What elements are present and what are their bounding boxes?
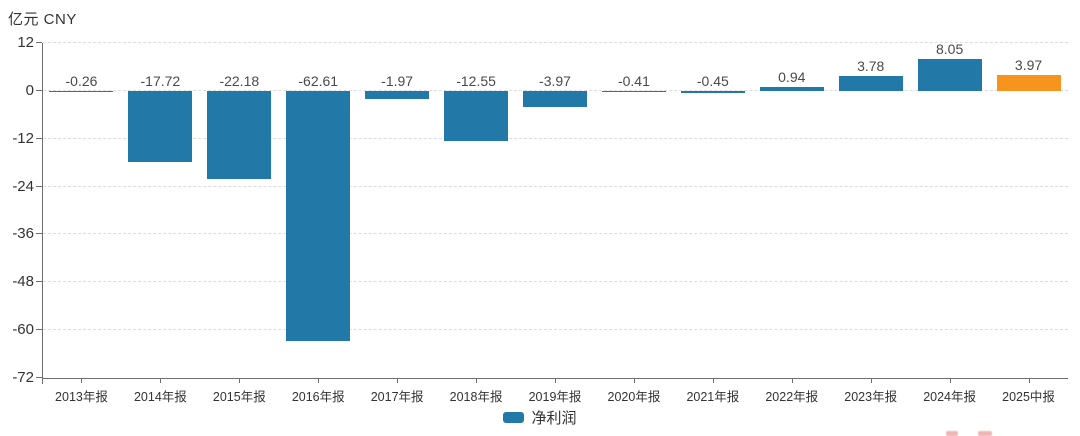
x-axis-label: 2015年报 — [212, 390, 266, 404]
x-axis-label: 2025中报 — [1002, 390, 1055, 404]
bar-2015年报[interactable] — [207, 90, 272, 180]
gridline — [43, 89, 1068, 91]
bar-value-label: 3.78 — [857, 57, 885, 74]
y-axis-tick-label: -60 — [12, 321, 34, 339]
bar-2020年报[interactable] — [601, 90, 666, 93]
y-axis — [42, 43, 43, 384]
bar-2021年报[interactable] — [680, 90, 745, 93]
x-axis-label: 2024年报 — [923, 390, 977, 404]
x-axis-tick — [81, 378, 83, 383]
x-axis-label: 2021年报 — [686, 390, 740, 404]
bar-value-label: 0.94 — [778, 69, 806, 86]
bar-value-label: 3.97 — [1014, 57, 1043, 74]
gridline — [43, 233, 1068, 235]
y-axis-tick — [36, 233, 42, 235]
x-axis-label: 2013年报 — [55, 390, 108, 404]
gridline — [43, 42, 1068, 43]
y-axis-tick-label: 12 — [17, 34, 34, 51]
y-axis-tick-label: -24 — [12, 177, 34, 195]
x-axis-label: 2018年报 — [449, 390, 503, 404]
bar-2018年报[interactable] — [444, 90, 509, 141]
gridline — [43, 185, 1068, 187]
bar-value-label: -3.97 — [539, 72, 571, 89]
x-axis-label: 2014年报 — [133, 390, 187, 404]
x-axis-tick — [949, 378, 951, 383]
gridline — [43, 137, 1068, 139]
x-axis-label: 2019年报 — [528, 390, 582, 404]
legend[interactable]: 净利润 — [0, 407, 1080, 428]
y-axis-tick — [36, 42, 42, 43]
x-axis-tick — [160, 378, 162, 383]
y-axis-tick — [36, 281, 42, 283]
x-axis-tick — [239, 378, 241, 383]
x-axis-label: 2017年报 — [370, 390, 424, 404]
legend-label: 净利润 — [531, 410, 577, 427]
bar-2023年报[interactable] — [838, 75, 903, 91]
legend-swatch-icon — [503, 412, 525, 423]
x-axis-tick — [397, 378, 399, 383]
y-axis-tick-label: -36 — [12, 225, 34, 243]
y-axis-tick-label: 0 — [25, 81, 34, 99]
x-axis-tick — [1028, 378, 1030, 383]
y-axis-tick — [36, 377, 42, 378]
bar-2022年报[interactable] — [759, 87, 824, 91]
bar-value-label: -62.61 — [298, 72, 339, 89]
x-axis-tick — [318, 378, 320, 383]
y-axis-tick — [36, 89, 42, 91]
bar-2014年报[interactable] — [128, 90, 193, 162]
bar-2024年报[interactable] — [917, 58, 982, 91]
y-axis-tick-label: -48 — [12, 273, 34, 291]
y-axis-unit-label: 亿元 CNY — [8, 11, 77, 28]
bar-2019年报[interactable] — [523, 90, 587, 107]
y-axis-tick-label: -12 — [12, 129, 34, 147]
x-axis-label: 2020年报 — [607, 390, 661, 404]
y-axis-tick-label: -72 — [12, 369, 34, 386]
x-axis-tick — [712, 378, 714, 383]
bar-value-label: -22.18 — [219, 72, 260, 89]
gridline — [43, 281, 1068, 283]
x-axis-label: 2016年报 — [291, 390, 345, 404]
bar-value-label: -0.26 — [65, 72, 98, 89]
x-axis-label: 2022年报 — [765, 390, 819, 404]
gridline — [43, 329, 1068, 331]
watermark-fragment — [978, 431, 992, 436]
x-axis-tick — [633, 378, 635, 383]
bar-value-label: 8.05 — [935, 40, 964, 57]
x-axis-label: 2023年报 — [844, 390, 898, 404]
bar-value-label: -12.55 — [456, 72, 496, 89]
bar-2016年报[interactable] — [286, 90, 351, 341]
bar-2013年报[interactable] — [49, 90, 114, 92]
x-axis-tick — [791, 378, 793, 383]
y-axis-tick — [36, 137, 42, 139]
x-axis-tick — [555, 378, 556, 383]
y-axis-tick — [36, 329, 42, 331]
bar-2017年报[interactable] — [365, 90, 430, 99]
x-axis-tick — [476, 378, 478, 383]
watermark-fragment — [946, 431, 958, 436]
y-axis-tick — [36, 185, 42, 187]
x-axis-tick — [870, 378, 872, 383]
bar-value-label: -1.97 — [381, 72, 414, 89]
bar-value-label: -0.41 — [617, 72, 650, 89]
bar-value-label: -17.72 — [140, 72, 181, 89]
bar-2025中报[interactable] — [996, 75, 1061, 91]
bar-value-label: -0.45 — [696, 72, 729, 89]
